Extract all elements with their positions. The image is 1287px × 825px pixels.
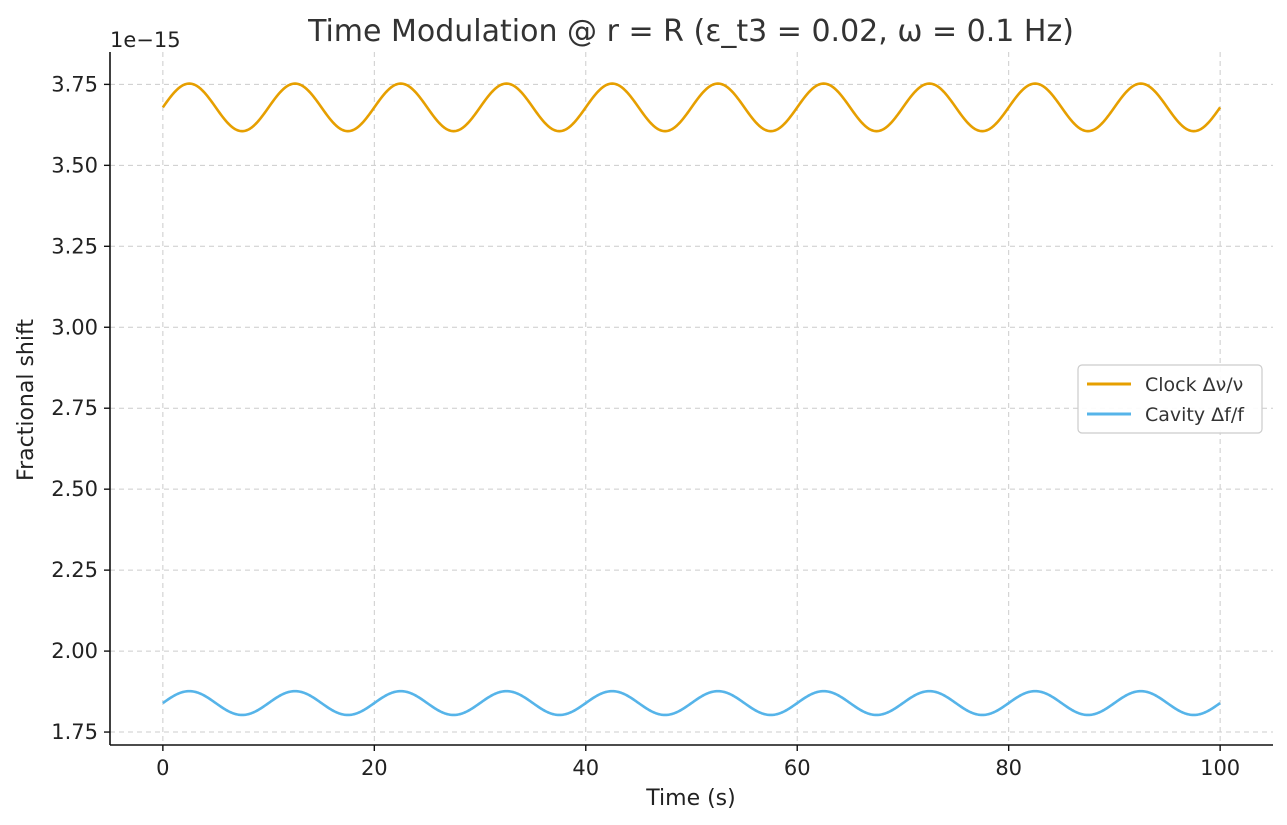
y-tick-label: 3.25 (51, 234, 98, 258)
y-tick-label: 2.75 (51, 396, 98, 420)
series-lines (161, 82, 1222, 717)
x-tick-label: 60 (784, 756, 811, 780)
y-tick-label: 2.25 (51, 558, 98, 582)
y-axis-label: Fractional shift (14, 319, 39, 481)
legend-label-clock: Clock Δν/ν (1145, 374, 1243, 396)
y-tick-label: 1.75 (51, 720, 98, 744)
x-tick-label: 40 (572, 756, 599, 780)
grid (110, 52, 1273, 745)
y-tick-label: 3.75 (51, 72, 98, 96)
series-line-cavity (162, 689, 1221, 717)
chart-title: Time Modulation @ r = R (ε_t3 = 0.02, ω … (307, 14, 1074, 49)
y-tick-label: 3.50 (51, 153, 98, 177)
x-tick-label: 20 (361, 756, 388, 780)
x-tick-label: 80 (995, 756, 1022, 780)
x-tick-label: 0 (156, 756, 169, 780)
ticks: 0 20 40 60 80 100 1.75 2.00 2.25 2.50 2.75 3.00 3.25… (51, 72, 1240, 780)
y-tick-label: 2.50 (51, 477, 98, 501)
legend-label-cavity: Cavity Δf/f (1145, 404, 1245, 426)
y-tick-label: 2.00 (51, 639, 98, 663)
y-offset-text: 1e−15 (110, 28, 181, 52)
legend: Clock Δν/ν Cavity Δf/f (1077, 364, 1263, 434)
series-line-clock (161, 82, 1222, 133)
x-axis-label: Time (s) (645, 786, 735, 811)
legend-box (1077, 364, 1263, 434)
x-tick-label: 100 (1200, 756, 1240, 780)
y-tick-label: 3.00 (51, 315, 98, 339)
axes (109, 52, 1273, 746)
